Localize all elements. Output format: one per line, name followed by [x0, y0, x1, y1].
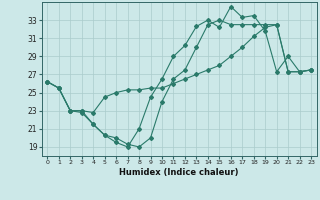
X-axis label: Humidex (Indice chaleur): Humidex (Indice chaleur): [119, 168, 239, 177]
